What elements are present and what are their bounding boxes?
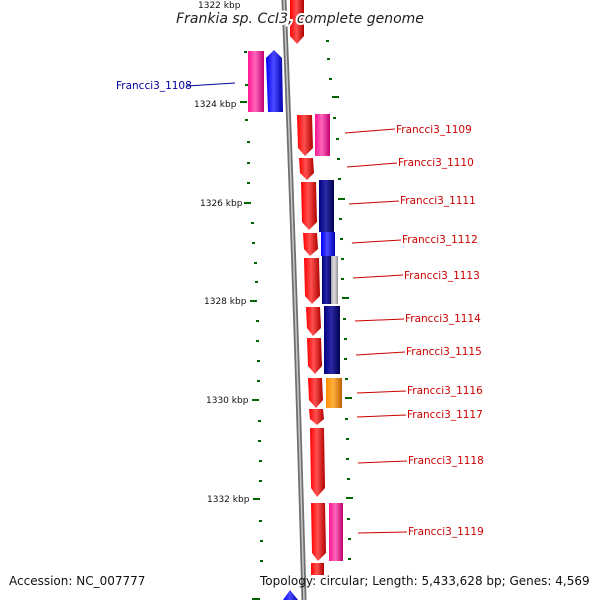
feature-label-francci3-1115[interactable]: Francci3_1115	[406, 346, 482, 358]
gene-arrow[interactable]	[266, 50, 283, 112]
scale-ticks-left	[240, 18, 263, 600]
gene-arrow[interactable]	[310, 428, 325, 497]
gene-block[interactable]	[326, 378, 342, 408]
feature-label-francci3-1111[interactable]: Francci3_1111	[400, 195, 476, 207]
gene-block[interactable]	[248, 51, 264, 112]
feature-leader-line	[355, 351, 406, 356]
feature-leader-line	[344, 128, 396, 134]
scale-label: 1322 kbp	[198, 1, 241, 11]
gene-block[interactable]	[315, 114, 330, 156]
scale-label: 1330 kbp	[206, 396, 249, 406]
gene-block[interactable]	[319, 180, 334, 232]
feature-leader-line	[346, 162, 398, 168]
gene-block[interactable]	[324, 306, 340, 374]
feature-leader-line	[357, 531, 408, 534]
feature-label-francci3-1119[interactable]: Francci3_1119	[408, 526, 484, 538]
gene-arrow[interactable]	[307, 338, 322, 374]
scale-label: 1328 kbp	[204, 297, 247, 307]
feature-leader-line	[351, 239, 402, 244]
scale-label: 1332 kbp	[207, 495, 250, 505]
gene-arrow[interactable]	[306, 307, 321, 336]
gene-block[interactable]	[329, 503, 343, 561]
gene-arrow[interactable]	[304, 258, 320, 304]
feature-label-francci3-1118[interactable]: Francci3_1118	[408, 455, 484, 467]
gene-block[interactable]	[322, 256, 332, 304]
feature-label-francci3-1116[interactable]: Francci3_1116	[407, 385, 483, 397]
gene-arrow[interactable]	[297, 115, 313, 156]
feature-label-francci3-1110[interactable]: Francci3_1110	[398, 157, 474, 169]
feature-leader-line	[352, 274, 404, 279]
feature-leader-line	[356, 414, 407, 418]
feature-leader-line	[348, 200, 400, 205]
gene-block[interactable]	[331, 256, 338, 304]
feature-label-francci3-1109[interactable]: Francci3_1109	[396, 124, 472, 136]
gene-arrow[interactable]	[309, 409, 324, 425]
feature-label-francci3-1112[interactable]: Francci3_1112	[402, 234, 478, 246]
map-title: Frankia sp. CcI3, complete genome	[176, 11, 424, 27]
gene-arrow[interactable]	[290, 0, 304, 44]
gene-arrow[interactable]	[301, 182, 317, 230]
gene-arrow[interactable]	[299, 158, 314, 180]
feature-leader-line	[186, 82, 236, 87]
topology-text: Topology: circular; Length: 5,433,628 bp…	[260, 574, 590, 588]
gene-block[interactable]	[311, 563, 324, 575]
feature-label-francci3-1114[interactable]: Francci3_1114	[405, 313, 481, 325]
feature-leader-line	[357, 460, 408, 464]
accession-text: Accession: NC_007777	[9, 574, 146, 588]
gene-arrow[interactable]	[308, 378, 323, 408]
genome-backbone-highlight	[283, 0, 305, 600]
scale-label: 1324 kbp	[194, 100, 237, 110]
feature-leader-line	[356, 390, 407, 394]
scale-label: 1326 kbp	[200, 199, 243, 209]
gene-arrow[interactable]	[303, 233, 318, 256]
gene-arrow[interactable]	[283, 590, 298, 600]
gene-block[interactable]	[321, 232, 335, 256]
gene-arrow[interactable]	[311, 503, 326, 561]
feature-label-francci3-1117[interactable]: Francci3_1117	[407, 409, 483, 421]
scale-ticks-right	[326, 40, 353, 560]
feature-leader-line	[354, 318, 405, 322]
feature-label-francci3-1113[interactable]: Francci3_1113	[404, 270, 480, 282]
feature-label-francci3-1108[interactable]: Francci3_1108	[116, 80, 192, 92]
